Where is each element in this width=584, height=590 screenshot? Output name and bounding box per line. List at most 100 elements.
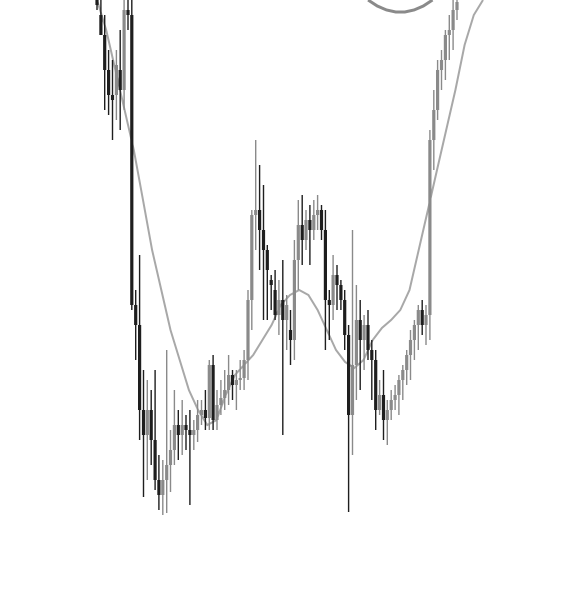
candle-body — [389, 400, 393, 410]
candle-body — [443, 35, 447, 60]
candle — [335, 265, 339, 310]
candle — [261, 185, 266, 320]
candle — [161, 460, 165, 515]
candle — [176, 410, 180, 460]
candle-body — [161, 480, 165, 495]
candle — [207, 360, 211, 430]
candle — [107, 50, 111, 115]
candle-body — [350, 365, 355, 415]
candle-body — [149, 410, 153, 440]
candle — [436, 60, 440, 120]
candle — [424, 305, 428, 345]
candle — [138, 255, 142, 440]
candle-body — [254, 210, 258, 215]
candle-body — [385, 410, 389, 420]
candle — [381, 370, 386, 440]
candle-body — [323, 230, 327, 300]
candle — [405, 350, 409, 385]
candle — [277, 280, 281, 335]
candle — [354, 285, 358, 400]
candle — [439, 50, 444, 90]
candle-body — [230, 375, 235, 385]
candle-body — [114, 65, 118, 95]
candle — [455, 0, 459, 20]
candle — [246, 290, 250, 380]
candle-body — [95, 0, 99, 5]
candle-body — [168, 450, 173, 465]
candle-body — [165, 465, 169, 480]
top-arc-line — [367, 0, 434, 14]
candle-body — [339, 285, 343, 300]
candle-body — [207, 365, 211, 418]
candle-body — [292, 260, 296, 340]
candle-body — [381, 395, 386, 420]
candle — [401, 365, 405, 400]
candle — [95, 0, 99, 10]
candle — [258, 165, 262, 270]
candle — [103, 15, 107, 110]
candle-body — [428, 140, 432, 315]
candle — [393, 385, 397, 410]
candle-body — [447, 30, 451, 35]
candle-body — [327, 300, 331, 305]
candle — [428, 130, 432, 340]
candle — [389, 390, 393, 420]
candle-body — [157, 480, 161, 495]
candle-body — [288, 330, 293, 340]
candle-body — [227, 375, 231, 390]
candle-body — [412, 325, 416, 340]
candle — [316, 195, 320, 230]
candle — [312, 200, 316, 240]
candle-body — [188, 430, 192, 435]
candle — [362, 315, 366, 370]
candle — [370, 340, 374, 400]
candle — [347, 325, 351, 512]
candle-body — [273, 290, 277, 315]
candle — [141, 370, 146, 497]
candle-body — [362, 325, 366, 340]
candles-layer — [95, 0, 459, 515]
candle-body — [250, 215, 254, 300]
candle-body — [176, 425, 180, 435]
candle — [412, 320, 416, 360]
candle-body — [130, 15, 134, 305]
candle — [157, 455, 161, 510]
candle — [188, 410, 192, 505]
candle — [447, 15, 451, 60]
candle-body — [304, 220, 308, 240]
candle-body — [184, 425, 188, 430]
candle — [196, 400, 200, 442]
candle — [385, 400, 389, 445]
candle — [304, 210, 308, 250]
candle-body — [211, 365, 215, 420]
top-arc-layer — [367, 0, 434, 14]
candle — [211, 355, 215, 430]
candle-body — [277, 300, 281, 315]
candle-body — [408, 340, 413, 355]
candle — [165, 350, 169, 513]
candle — [397, 375, 401, 415]
candle-body — [192, 430, 196, 435]
candle — [114, 50, 118, 120]
candle — [215, 390, 219, 430]
candle — [227, 355, 231, 405]
candle-body — [308, 220, 312, 230]
candle — [366, 310, 370, 360]
candle — [192, 420, 196, 450]
candle-body — [145, 410, 149, 435]
candle-body — [358, 320, 362, 340]
candle — [153, 370, 157, 490]
candle-body — [219, 398, 223, 405]
candle-body — [242, 360, 246, 378]
candle-body — [393, 395, 397, 400]
candle-body — [281, 300, 285, 320]
candle-body — [122, 10, 126, 90]
candle-body — [285, 305, 289, 320]
candle — [308, 205, 312, 265]
candle — [288, 310, 293, 365]
candle — [285, 295, 289, 350]
candle-body — [397, 380, 401, 395]
candle-body — [107, 70, 111, 95]
candle — [343, 290, 347, 350]
